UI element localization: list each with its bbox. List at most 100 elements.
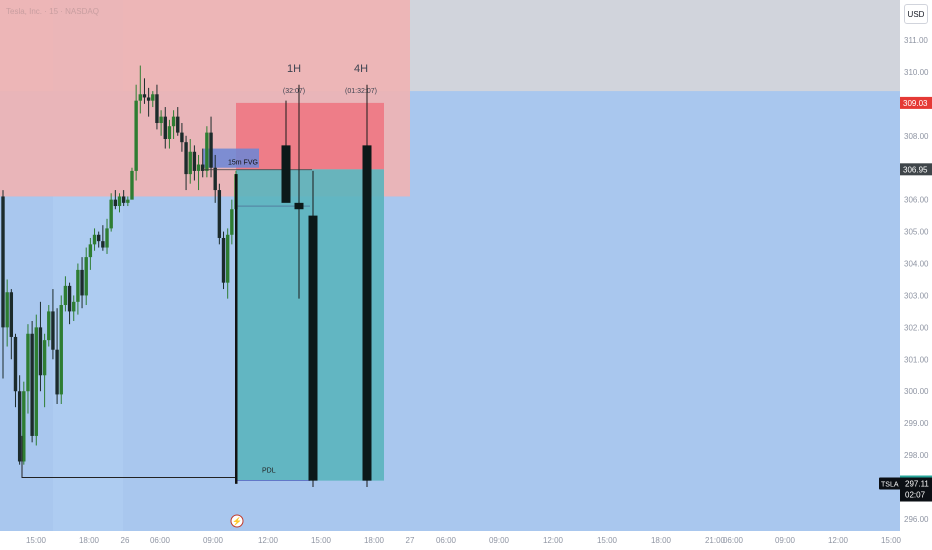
candle-body [13,336,18,392]
candle-body [155,94,159,124]
candle-body [171,116,176,127]
htf-candle-body [362,145,372,481]
htf-candle-body [294,202,304,210]
candle-body [159,116,163,124]
candle-body [209,132,213,168]
time-tick-label: 12:00 [543,536,564,545]
candle-body [221,237,226,283]
candle-body [201,164,205,171]
candle-body [72,301,76,312]
candle-body [109,199,113,229]
fvg-label: 15m FVG [228,160,258,167]
current-price: 297.11 [905,480,929,489]
time-tick-label: 12:00 [258,536,279,545]
time-tick-label: 15:00 [311,536,332,545]
price-tick-label: 304.00 [904,260,929,269]
candle-body [213,167,217,191]
candle-body [34,327,38,436]
price-tick-label: 306.00 [904,196,929,205]
candle-body [47,311,51,341]
lightning-icon[interactable] [230,514,244,528]
price-tag-label: 306.95 [903,165,928,174]
candle-body [30,333,34,436]
candle-body [101,241,105,248]
candle-body [88,244,93,258]
htf-timer: (32:07) [283,88,305,95]
price-tick-label: 305.00 [904,228,929,237]
candle-body [151,94,155,101]
price-tick-label: 296.00 [904,515,929,524]
candle-body [1,196,5,328]
current-price-tag-bg [900,477,932,502]
countdown: 02:07 [905,491,926,500]
candle-body [96,234,101,242]
time-tick-label: 09:00 [775,536,796,545]
time-tick-label: 26 [121,536,130,545]
time-tick-label: 09:00 [203,536,224,545]
candle-body [113,199,118,207]
candle-body [134,100,138,171]
candle-body [84,257,88,296]
time-tick-label: 09:00 [489,536,510,545]
candle-body [196,164,201,171]
time-tick-label: 06:00 [436,536,457,545]
candle-body [163,116,167,139]
pdl-label: PDL [262,467,276,474]
symbol-header: Tesla, Inc. · 15 · NASDAQ [6,7,99,16]
ticker-symbol: TSLA [881,482,899,489]
htf-label: 1H [287,63,301,75]
price-tick-label: 303.00 [904,291,929,300]
candle-body [42,340,47,376]
candle-body [225,234,230,283]
candle-body [205,132,209,171]
candle-body [63,285,68,306]
candle-body [26,333,30,392]
candle-body [167,126,172,139]
candle-body [105,228,109,248]
candle-body [92,234,97,245]
time-tick-label: 15:00 [597,536,618,545]
time-tick-label: 06:00 [723,536,744,545]
price-tick-label: 311.00 [904,36,928,45]
candle-body [80,269,84,296]
pdl-line [21,435,236,478]
candle-body [142,94,147,98]
time-tick-label: 27 [406,536,415,545]
candle-body [22,391,26,462]
price-tick-label: 308.00 [904,132,929,141]
price-tick-label: 298.00 [904,451,929,460]
htf-candle-body [281,145,291,203]
price-tag-bg [900,96,932,109]
candle-body [59,305,63,395]
time-tick-label: 18:00 [79,536,100,545]
candle-body [230,209,234,235]
candle-body [9,292,14,337]
price-tag-label: 309.03 [903,99,928,108]
candle-body [121,196,126,203]
currency-button[interactable]: USD [904,4,928,24]
candle-body [176,116,180,133]
candle-body [55,349,59,395]
lightning-glyph: ⚡ [232,516,242,526]
price-tag-bg [900,163,932,176]
time-tick-label: 21:00 [705,536,726,545]
candle-body [126,199,130,203]
price-axis-bg [900,0,932,550]
price-tick-label: 299.00 [904,419,929,428]
time-axis-bg [0,531,932,550]
candle-body [38,327,43,376]
candle-body [51,311,55,350]
candle-body [17,391,22,462]
time-tick-label: 18:00 [651,536,672,545]
sell-risk-box [236,102,384,170]
ticker-tag-bg [879,477,901,490]
fvg-box [203,148,259,168]
candle-body [217,190,222,238]
price-tick-label: 310.00 [904,68,929,77]
candle-body [5,292,9,328]
htf-timer: (01:32:07) [345,88,377,95]
candle-body [67,285,72,312]
current-candle [235,174,238,484]
